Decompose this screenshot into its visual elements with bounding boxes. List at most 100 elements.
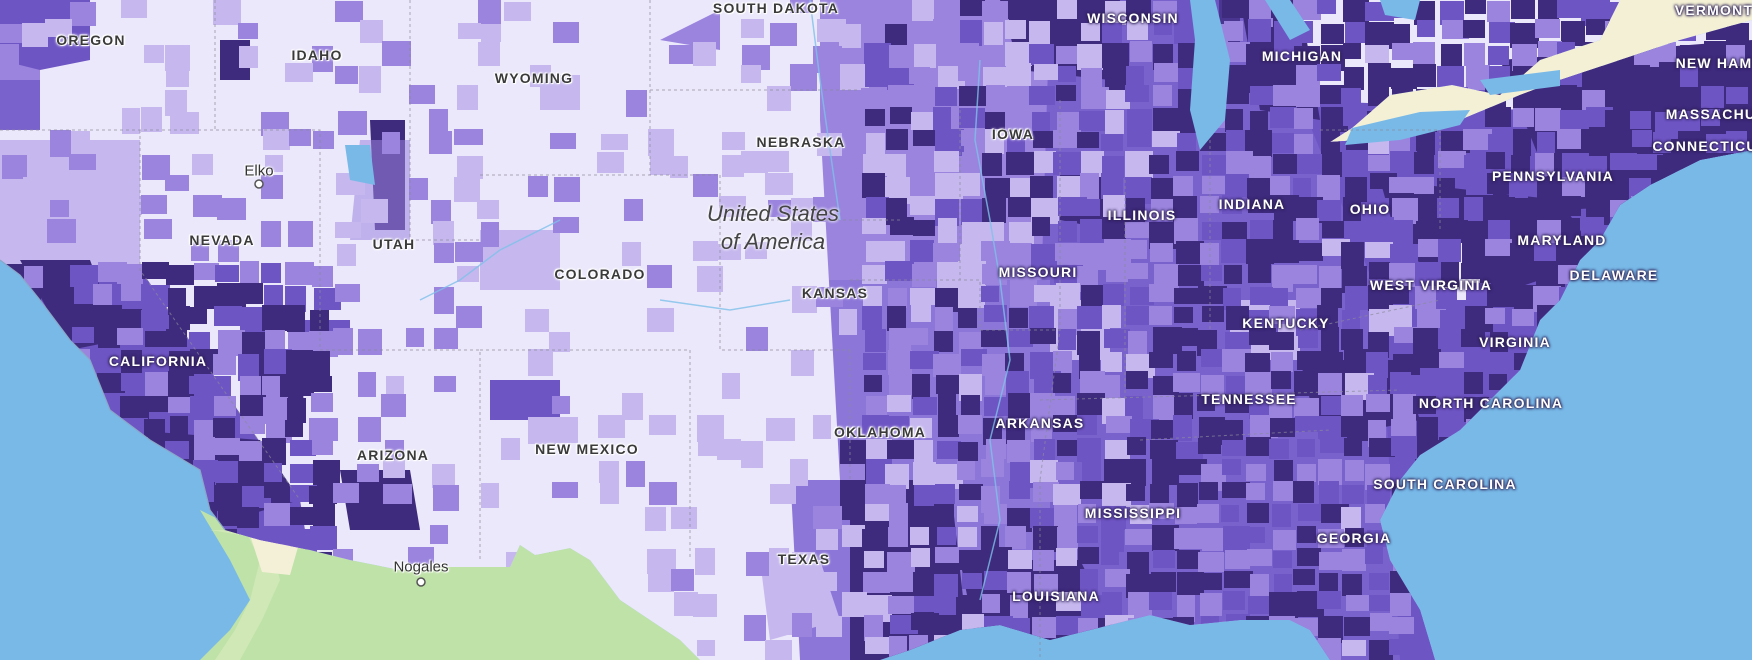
county-tile: [912, 0, 936, 21]
county-tile: [1320, 85, 1347, 104]
county-tile: [141, 195, 167, 214]
county-tile: [1009, 481, 1030, 499]
county-tile: [1295, 416, 1324, 432]
county-tile: [1250, 220, 1275, 239]
county-tile: [1128, 592, 1152, 619]
county-tile: [1365, 504, 1385, 523]
county-tile: [839, 309, 857, 335]
county-tile: [359, 66, 381, 93]
county-tile: [1322, 221, 1351, 238]
county-tile: [1125, 222, 1154, 238]
county-tile: [1510, 219, 1532, 240]
county-tile: [1222, 440, 1248, 456]
county-tile: [433, 221, 454, 245]
county-tile: [141, 310, 161, 332]
county-tile: [1008, 393, 1031, 418]
county-tile: [1296, 85, 1320, 107]
county-tile: [264, 463, 282, 487]
county-tile: [1512, 309, 1534, 326]
county-tile: [1346, 595, 1370, 611]
county-tile: [1197, 504, 1219, 523]
county-tile: [1176, 442, 1203, 463]
county-tile: [549, 332, 570, 352]
county-tile: [1153, 85, 1172, 106]
county-tile: [1726, 45, 1745, 66]
county-tile: [1413, 396, 1436, 414]
county-tile: [1511, 0, 1535, 19]
county-tile: [1152, 131, 1180, 147]
county-tile: [792, 552, 815, 577]
county-tile: [1034, 64, 1058, 80]
county-tile: [70, 265, 98, 287]
county-tile: [286, 350, 313, 375]
county-tile: [1345, 528, 1364, 547]
county-tile: [47, 219, 76, 243]
county-tile: [792, 613, 812, 637]
county-tile: [1130, 505, 1152, 524]
county-tile: [1608, 132, 1636, 153]
county-tile: [1297, 154, 1324, 174]
county-tile: [434, 243, 454, 263]
county-tile: [887, 395, 911, 412]
county-tile: [909, 67, 930, 84]
county-tile: [1461, 263, 1480, 279]
county-tile: [1077, 415, 1097, 435]
county-tile: [313, 503, 335, 529]
county-tile: [1101, 506, 1126, 530]
county-tile: [335, 1, 363, 22]
county-tile: [1029, 306, 1054, 332]
county-tile: [1130, 41, 1152, 62]
county-tile: [910, 177, 930, 196]
county-tile: [189, 307, 207, 324]
county-tile: [213, 0, 241, 25]
county-tile: [285, 262, 314, 285]
county-tile: [981, 330, 1007, 347]
county-tile: [671, 507, 697, 529]
county-tile: [288, 221, 313, 247]
county-tile: [1225, 394, 1252, 413]
county-tile: [122, 309, 142, 331]
county-tile: [933, 354, 961, 377]
county-tile: [1032, 112, 1050, 136]
county-tile: [121, 0, 147, 18]
county-tile: [984, 222, 1004, 245]
county-tile: [934, 574, 958, 597]
county-tile: [1658, 42, 1676, 62]
county-tile: [314, 288, 341, 310]
county-tile: [865, 109, 885, 126]
county-tile: [142, 285, 170, 307]
county-tile: [1366, 352, 1388, 378]
county-tile: [1726, 23, 1749, 44]
county-tile: [1224, 265, 1242, 284]
county-tile: [937, 527, 956, 545]
county-tile: [1389, 639, 1408, 655]
county-tile: [910, 527, 929, 545]
county-tile: [1342, 574, 1362, 596]
county-tile: [1464, 43, 1485, 66]
county-tile: [698, 439, 718, 456]
county-tile: [1586, 19, 1610, 35]
county-tile: [911, 305, 931, 322]
county-tile: [887, 154, 906, 178]
county-tile: [96, 152, 120, 173]
county-tile: [1463, 129, 1492, 150]
county-tile: [1319, 266, 1341, 292]
county-tile: [866, 439, 892, 460]
county-tile: [1558, 196, 1581, 216]
county-tile: [265, 155, 283, 172]
county-tile: [1010, 284, 1037, 307]
county-tile: [888, 288, 907, 308]
county-tile: [1177, 483, 1198, 509]
county-tile: [1293, 178, 1311, 198]
county-tile: [957, 506, 978, 522]
county-tile: [1392, 198, 1419, 224]
county-tile: [958, 64, 976, 81]
county-tile: [1246, 44, 1271, 71]
county-tile: [1394, 220, 1413, 244]
county-tile: [1296, 288, 1322, 308]
county-tile: [1058, 197, 1087, 216]
county-tile: [478, 0, 501, 24]
county-tile: [770, 23, 797, 46]
